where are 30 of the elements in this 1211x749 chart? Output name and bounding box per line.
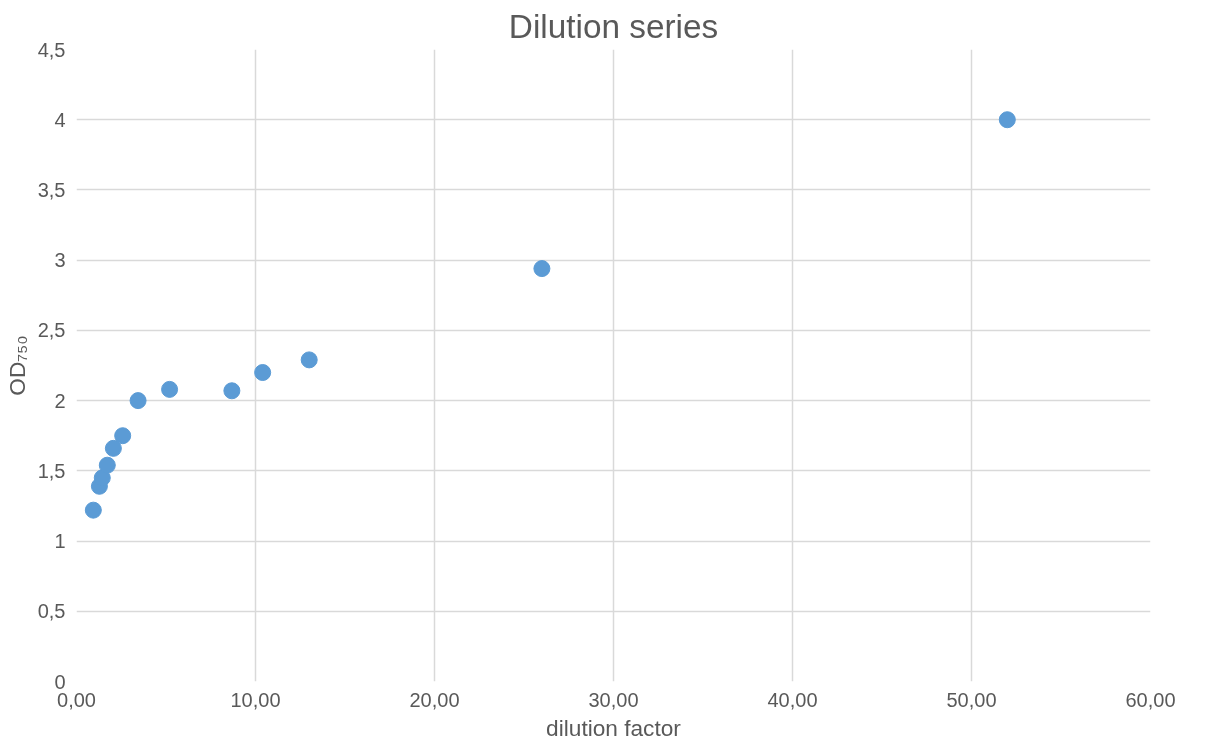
y-tick-label: 2,5 [37, 319, 66, 342]
x-tick-label: 10,00 [230, 688, 281, 711]
y-tick-label: 4,5 [37, 38, 66, 61]
y-tick-label: 3 [54, 249, 66, 272]
point [93, 469, 111, 487]
y-tick-label: 4 [54, 108, 66, 131]
point [300, 351, 318, 369]
y-tick-label: 1,5 [37, 459, 66, 482]
x-tick-label: 30,00 [588, 688, 639, 711]
y-tick-label: 1 [54, 530, 66, 553]
y-tick-label: 0,5 [37, 600, 66, 623]
point [84, 501, 102, 519]
point [104, 439, 122, 457]
y-tick-label: 2 [54, 389, 66, 412]
point [998, 111, 1016, 129]
point [533, 260, 551, 278]
x-tick-label: 60,00 [1125, 688, 1176, 711]
point [161, 380, 179, 398]
point [129, 392, 147, 410]
point [223, 382, 241, 400]
chart-title: Dilution series [508, 7, 719, 45]
x-tick-label: 50,00 [946, 688, 997, 711]
x-axis-title: dilution factor [546, 714, 682, 741]
y-axis-title: OD₇₅₀ [3, 335, 30, 396]
x-tick-label: 40,00 [767, 688, 818, 711]
point [114, 427, 132, 445]
x-tick-label: 20,00 [409, 688, 460, 711]
point [98, 456, 116, 474]
y-tick-label: 3,5 [37, 178, 66, 201]
point [254, 364, 272, 382]
